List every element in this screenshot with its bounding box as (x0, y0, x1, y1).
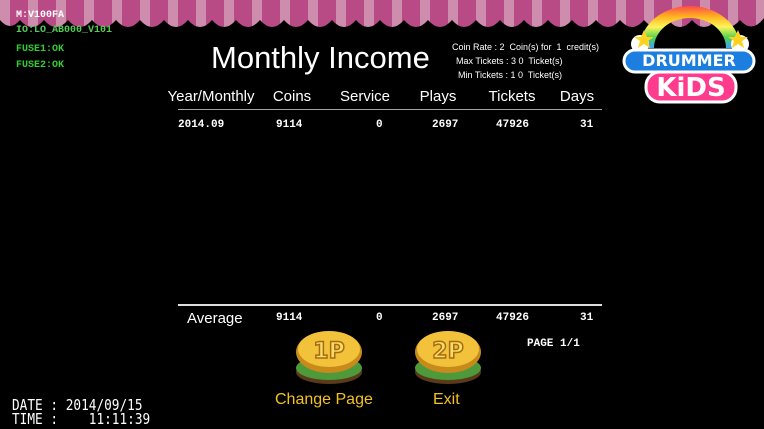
status-io: IO:LO_AB000_V101 (16, 25, 112, 36)
button-icon-text: 2P (432, 339, 463, 364)
cell: 2697 (432, 312, 458, 324)
button-icon: 2P (413, 328, 483, 388)
time: TIME : 11:11:39 (12, 410, 150, 428)
column-header: Year/Monthly (168, 88, 255, 105)
column-header: Tickets (489, 88, 536, 105)
page-indicator: PAGE 1/1 (527, 338, 580, 350)
cell: 2014.09 (178, 119, 224, 131)
setting: Max Tickets : 3 0 Ticket(s) (456, 56, 563, 66)
column-header: Service (340, 88, 390, 105)
title: Monthly Income (211, 40, 430, 76)
cell: 2697 (432, 119, 458, 131)
cell: 9114 (276, 119, 302, 131)
awning (0, 0, 764, 27)
cell: 0 (376, 119, 383, 131)
button-icon-text: 1P (313, 339, 344, 364)
cell: 9114 (276, 312, 302, 324)
cell: 0 (376, 312, 383, 324)
status-model: M:V100FA (16, 10, 64, 21)
cell: 31 (580, 119, 593, 131)
column-header: Plays (420, 88, 457, 105)
button-icon: 1P (294, 328, 364, 388)
button-2p[interactable]: 2P Exit (413, 328, 483, 414)
status-fuse: FUSE1:OK (16, 44, 64, 55)
cell: Average (187, 310, 243, 327)
column-header: Coins (273, 88, 311, 105)
cell: 47926 (496, 119, 529, 131)
button-label: Change Page (275, 391, 373, 409)
setting: Min Tickets : 1 0 Ticket(s) (458, 70, 562, 80)
column-header: Days (560, 88, 594, 105)
logo-text: KiDS (656, 73, 725, 103)
average-rule (178, 304, 602, 306)
screen: DRUMMER KiDS M:V100FA IO:LO_AB000_V101 F… (0, 0, 764, 429)
logo-text: DRUMMER (642, 51, 736, 70)
button-1p[interactable]: 1P Change Page (294, 328, 364, 414)
cell: 31 (580, 312, 593, 324)
setting: Coin Rate : 2 Coin(s) for 1 credit(s) (452, 42, 599, 52)
cell: 47926 (496, 312, 529, 324)
status-fuse: FUSE2:OK (16, 60, 64, 71)
button-label: Exit (433, 391, 460, 409)
